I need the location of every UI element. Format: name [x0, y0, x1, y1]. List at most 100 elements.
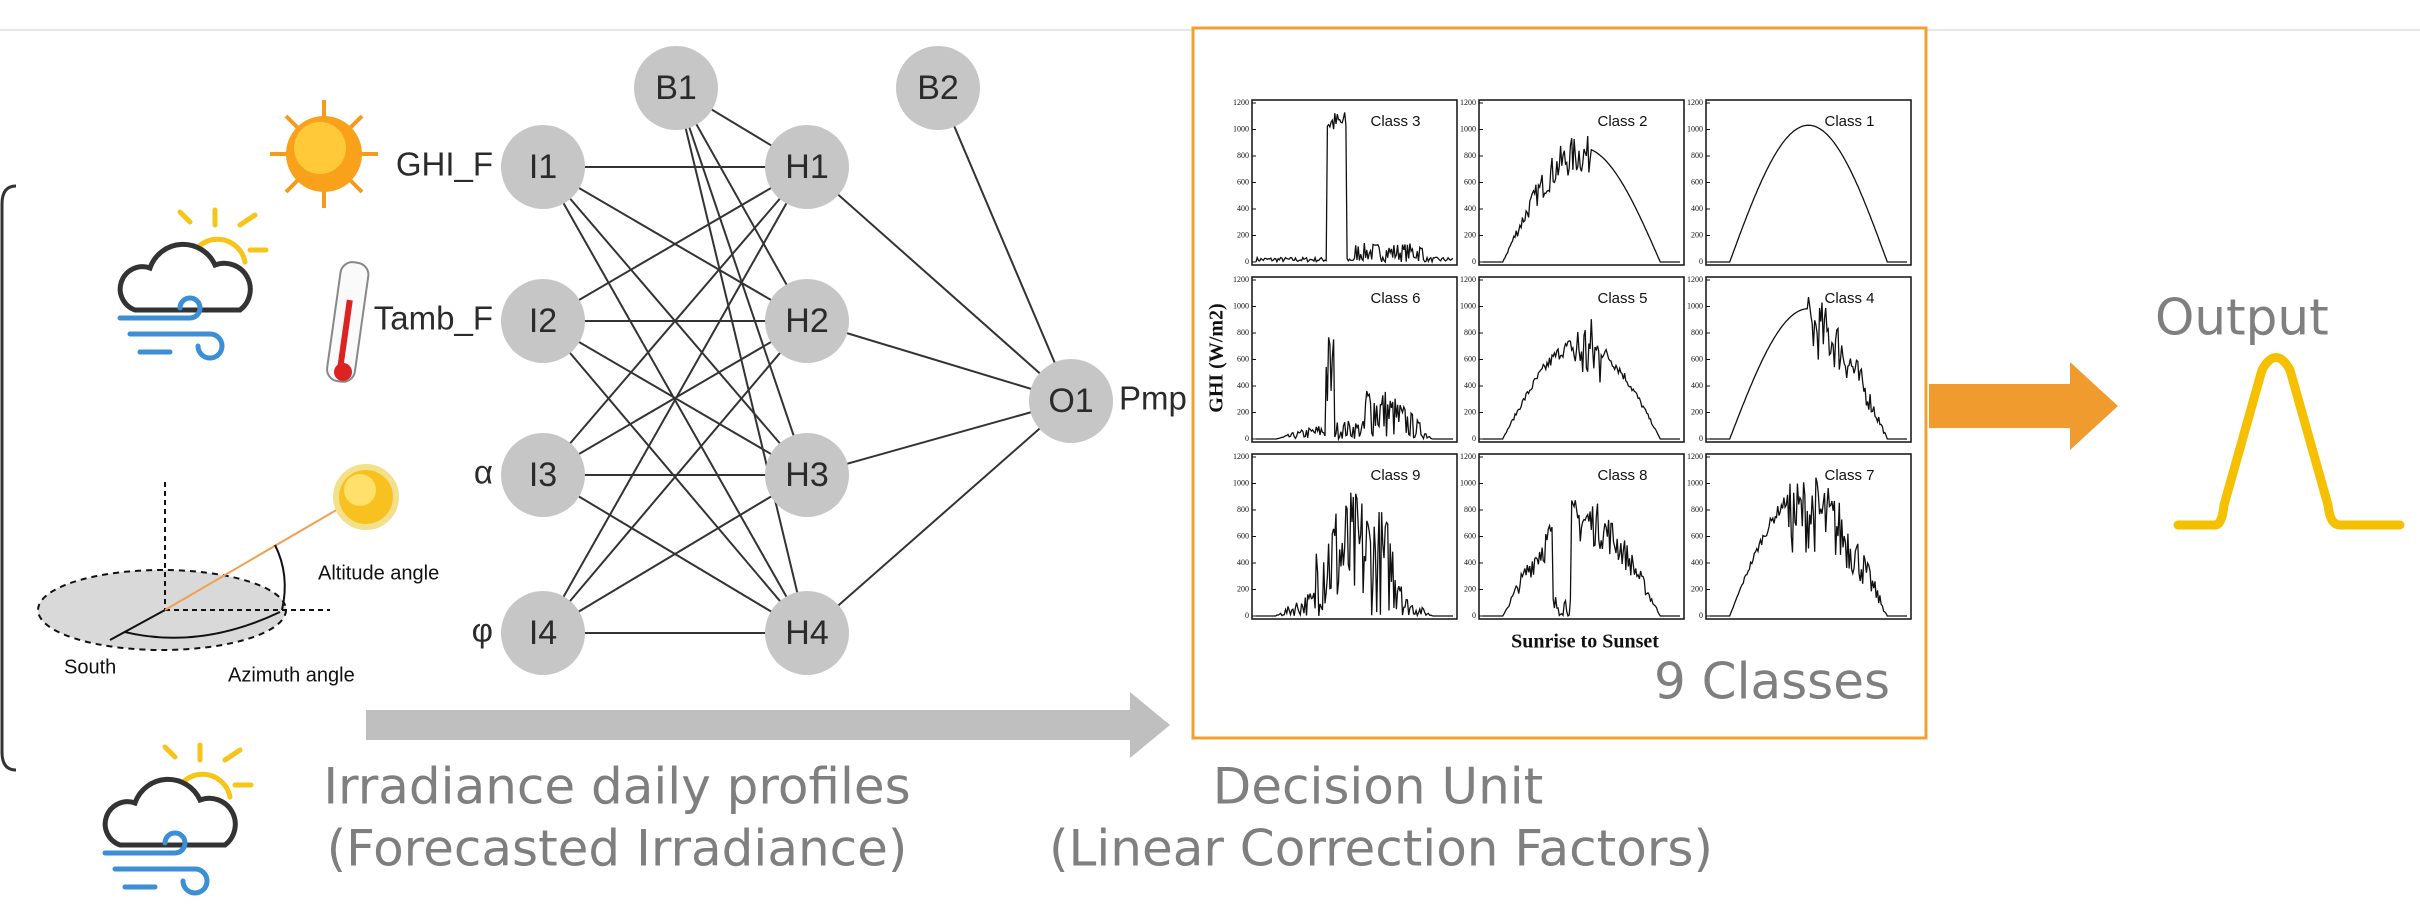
panel-label: Class 9 [1370, 467, 1420, 484]
panel-tick: 200 [1691, 230, 1703, 239]
node-label: H2 [785, 302, 828, 340]
panel-tick: 600 [1237, 354, 1249, 363]
panel-tick: 200 [1691, 407, 1703, 416]
panel-tick: 1000 [1233, 124, 1249, 133]
panel-label: Class 2 [1597, 113, 1647, 130]
panel-tick: 200 [1691, 584, 1703, 593]
panel-tick: 1000 [1687, 124, 1703, 133]
panel-tick: 1200 [1233, 452, 1249, 461]
input-label: Tamb_F [374, 300, 493, 337]
panel-tick: 600 [1464, 177, 1476, 186]
node-label: H3 [785, 456, 828, 494]
panel-tick: 0 [1699, 257, 1703, 266]
panel-tick: 0 [1699, 611, 1703, 620]
decision-caption: Decision Unit [1213, 758, 1544, 816]
connection [807, 401, 1071, 633]
panel-tick: 1200 [1460, 452, 1476, 461]
panel-tick: 800 [1237, 151, 1249, 160]
panel-tick: 200 [1464, 230, 1476, 239]
panel-label: Class 4 [1824, 290, 1874, 307]
connection [938, 88, 1071, 401]
class-count: 9 Classes [1654, 653, 1890, 711]
panel-tick: 600 [1691, 354, 1703, 363]
node-label: I2 [529, 302, 557, 340]
panel-tick: 400 [1691, 558, 1703, 567]
panel-label: Class 6 [1370, 290, 1420, 307]
thermometer-icon [326, 261, 370, 384]
node-label: I1 [529, 148, 557, 186]
node-label: I3 [529, 456, 557, 494]
weather-icon [120, 210, 266, 358]
panel-label: Class 3 [1370, 113, 1420, 130]
node-label: O1 [1048, 382, 1093, 420]
panel-tick: 800 [1691, 328, 1703, 337]
x-axis-label: Sunrise to Sunset [1511, 631, 1659, 653]
panel-tick: 1000 [1233, 301, 1249, 310]
output-arrow [1929, 362, 2118, 450]
altitude-label: Altitude angle [318, 562, 439, 584]
panel-tick: 600 [1237, 177, 1249, 186]
node-label: H1 [785, 148, 828, 186]
panel-tick: 600 [1691, 531, 1703, 540]
panel-tick: 1200 [1687, 275, 1703, 284]
connection [807, 167, 1071, 401]
azimuth-label: Azimuth angle [228, 664, 355, 686]
panel-tick: 400 [1464, 558, 1476, 567]
panel-tick: 200 [1464, 584, 1476, 593]
panel-tick: 1000 [1460, 124, 1476, 133]
panel-tick: 1200 [1687, 98, 1703, 107]
solar-geometry: Altitude angle South Azimuth angle [38, 467, 439, 686]
sun-icon [270, 100, 378, 208]
node-label: I4 [529, 614, 557, 652]
panel-tick: 1000 [1460, 301, 1476, 310]
panel-tick: 400 [1691, 204, 1703, 213]
panel-tick: 600 [1691, 177, 1703, 186]
panel-tick: 1200 [1233, 275, 1249, 284]
panel-tick: 800 [1464, 505, 1476, 514]
output-name: Pmp [1119, 380, 1187, 417]
panel-tick: 600 [1464, 354, 1476, 363]
panel-tick: 0 [1472, 434, 1476, 443]
panel-tick: 800 [1464, 151, 1476, 160]
panel-tick: 1000 [1687, 478, 1703, 487]
output-label: Output [2155, 289, 2329, 347]
panel-tick: 400 [1464, 204, 1476, 213]
diagram: Altitude angle South Azimuth angle I1 GHI… [0, 0, 2420, 904]
panel-tick: 600 [1464, 531, 1476, 540]
panel-tick: 200 [1464, 407, 1476, 416]
irradiance-caption: (Forecasted Irradiance) [327, 820, 908, 878]
panel-tick: 400 [1237, 204, 1249, 213]
panel-tick: 800 [1691, 151, 1703, 160]
panel-tick: 400 [1464, 381, 1476, 390]
panel-tick: 0 [1472, 257, 1476, 266]
panel-tick: 1000 [1460, 478, 1476, 487]
panel-tick: 1200 [1233, 98, 1249, 107]
node-label: H4 [785, 614, 828, 652]
panel-tick: 400 [1237, 558, 1249, 567]
panel-tick: 800 [1237, 328, 1249, 337]
panel-tick: 1200 [1687, 452, 1703, 461]
panel-tick: 0 [1699, 434, 1703, 443]
node-label: B2 [917, 69, 959, 107]
panel-tick: 600 [1237, 531, 1249, 540]
panel-label: Class 1 [1824, 113, 1874, 130]
panel-tick: 800 [1237, 505, 1249, 514]
bracket [2, 186, 16, 770]
panel-label: Class 8 [1597, 467, 1647, 484]
decision-caption: (Linear Correction Factors) [1049, 820, 1713, 878]
panel-tick: 1000 [1687, 301, 1703, 310]
panel-tick: 1000 [1233, 478, 1249, 487]
input-label: φ [472, 612, 493, 649]
panel-tick: 400 [1237, 381, 1249, 390]
input-label: GHI_F [396, 146, 493, 183]
irradiance-caption: Irradiance daily profiles [323, 758, 910, 816]
south-label: South [64, 656, 116, 678]
node-label: B1 [655, 69, 697, 107]
panel-tick: 800 [1691, 505, 1703, 514]
input-label: α [474, 454, 493, 491]
panel-tick: 200 [1237, 230, 1249, 239]
panel-tick: 1200 [1460, 98, 1476, 107]
panel-tick: 0 [1245, 434, 1249, 443]
panel-label: Class 7 [1824, 467, 1874, 484]
panel-tick: 200 [1237, 407, 1249, 416]
